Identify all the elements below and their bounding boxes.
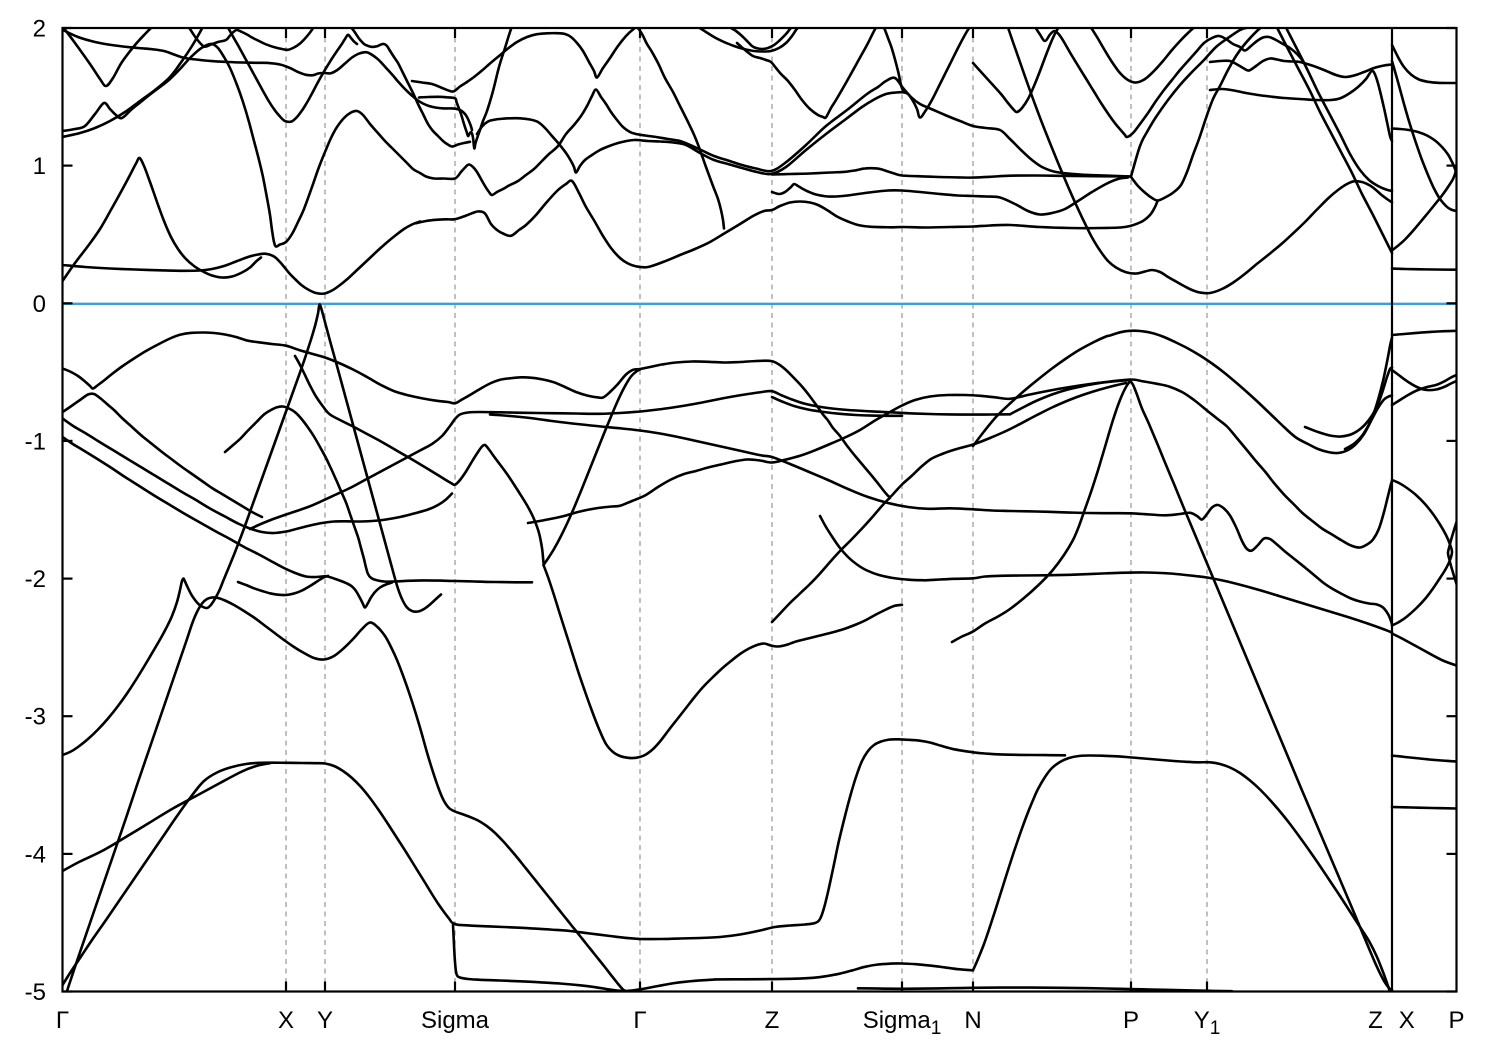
svg-text:1: 1 (33, 153, 46, 180)
svg-text:Sigma1: Sigma1 (863, 1007, 942, 1039)
svg-text:Z: Z (1368, 1007, 1383, 1034)
svg-text:N: N (964, 1007, 981, 1034)
svg-text:X: X (278, 1007, 294, 1034)
svg-text:P: P (1123, 1007, 1139, 1034)
svg-text:X: X (1399, 1007, 1415, 1034)
svg-text:-1: -1 (25, 428, 46, 455)
svg-text:-5: -5 (25, 979, 46, 1006)
svg-text:Γ: Γ (633, 1007, 646, 1034)
svg-text:Z: Z (765, 1007, 780, 1034)
svg-text:0: 0 (33, 291, 46, 318)
svg-text:P: P (1448, 1007, 1464, 1034)
svg-text:-4: -4 (25, 841, 46, 868)
svg-text:Sigma: Sigma (421, 1007, 490, 1034)
svg-text:Y: Y (317, 1007, 333, 1034)
svg-text:-3: -3 (25, 704, 46, 731)
svg-text:2: 2 (33, 16, 46, 43)
svg-text:Γ: Γ (56, 1007, 69, 1034)
svg-text:-2: -2 (25, 566, 46, 593)
